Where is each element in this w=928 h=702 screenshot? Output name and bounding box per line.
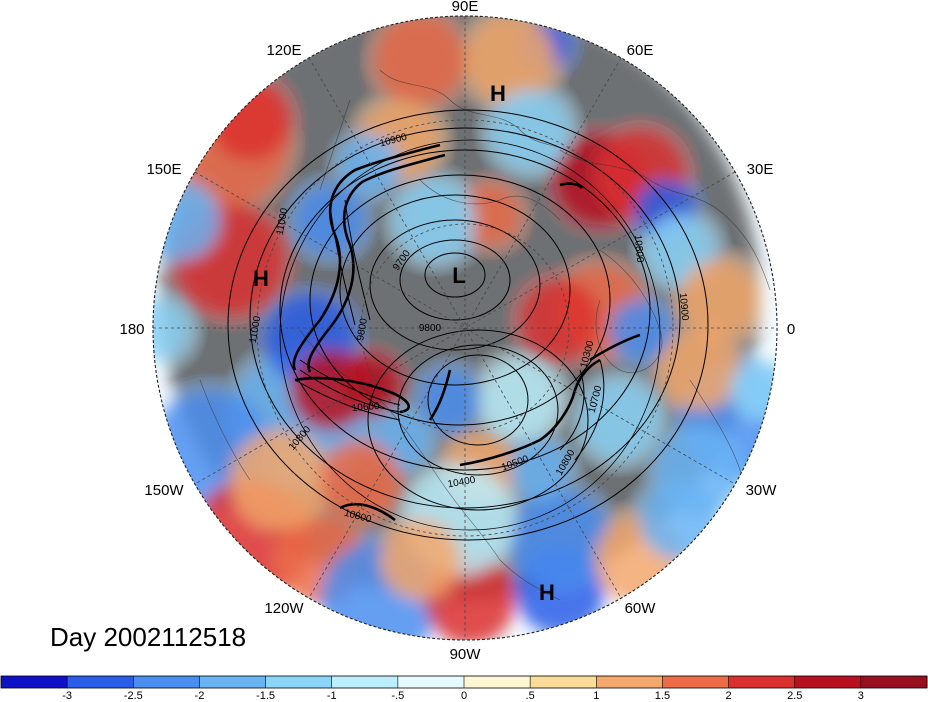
colorbar-swatch: [331, 676, 399, 688]
colorbar-tick-label: -1.5: [256, 690, 275, 702]
lon-label-120e: 120E: [266, 42, 301, 59]
colorbar: -3 -2.5 -2 -1.5 -1 -.5 0 .5 1 1.5 2 2.5 3: [0, 675, 928, 702]
colorbar-swatch: [133, 676, 200, 688]
colorbar-tick-label: -2: [195, 690, 205, 702]
lon-label-90e: 90E: [452, 0, 479, 15]
colorbar-swatch: [464, 676, 531, 688]
coastlines: [199, 69, 771, 601]
lon-label-180: 180: [119, 321, 144, 338]
lon-label-120w: 120W: [264, 600, 304, 617]
high-marker-south: H: [539, 580, 555, 605]
colorbar-tick-label: -.5: [391, 690, 404, 702]
contour-label: 10600: [351, 401, 380, 414]
height-contours: [227, 109, 709, 541]
colorbar-swatch: [662, 676, 730, 688]
contour-label: 11000: [248, 315, 264, 344]
colorbar-swatch: [397, 676, 465, 688]
colorbar-tick-label: 3: [858, 690, 864, 702]
colorbar-swatch: [530, 676, 597, 688]
colorbar-tick-label: -2.5: [124, 690, 143, 702]
jet-contours: [292, 143, 641, 522]
colorbar-tick-label: 1: [593, 690, 599, 702]
high-marker-north: H: [490, 81, 506, 106]
colorbar-tick-label: -3: [62, 690, 72, 702]
colorbar-swatch: [265, 676, 333, 688]
colorbar-swatch: [1, 676, 68, 688]
colorbar-tick-label: -1: [327, 690, 337, 702]
lon-label-30w: 30W: [746, 482, 778, 499]
lon-label-30e: 30E: [747, 161, 774, 178]
lon-label-60w: 60W: [625, 600, 657, 617]
longitude-labels: 90E 60E 30E 0 30W 60W 90W 120W 150W 180 …: [119, 0, 795, 663]
colorbar-swatch: [794, 676, 862, 688]
colorbar-tick-label: 0: [461, 690, 467, 702]
map-boundary: [152, 15, 778, 641]
contour-label: 9800: [355, 317, 370, 341]
lon-label-90w: 90W: [450, 646, 482, 663]
contour-label: 9800: [419, 323, 442, 334]
colorbar-swatch: [199, 676, 267, 688]
graticule: [153, 16, 777, 640]
date-label: Day 2002112518: [50, 622, 246, 652]
colorbar-swatch: [728, 676, 796, 688]
contour-label: 10400: [447, 475, 477, 491]
colorbar-swatch: [67, 676, 134, 688]
lon-label-150w: 150W: [144, 482, 184, 499]
contour-label: 10900: [677, 292, 690, 321]
high-marker-west: H: [253, 266, 269, 291]
lon-label-60e: 60E: [627, 42, 654, 59]
lon-label-150e: 150E: [146, 161, 181, 178]
contour-label: 10800: [632, 234, 645, 263]
colorbar-tick-label: 2.5: [787, 690, 802, 702]
lon-label-0: 0: [787, 321, 795, 338]
colorbar-tick-label: 1.5: [655, 690, 670, 702]
pressure-centers: H H H L: [253, 81, 555, 605]
colorbar-tick-label: .5: [526, 690, 535, 702]
colorbar-swatch: [860, 676, 928, 688]
colorbar-tick-label: 2: [726, 690, 732, 702]
low-marker-center: L: [452, 263, 465, 288]
colorbar-swatch: [596, 676, 663, 688]
contour-label: 11000: [275, 207, 291, 236]
